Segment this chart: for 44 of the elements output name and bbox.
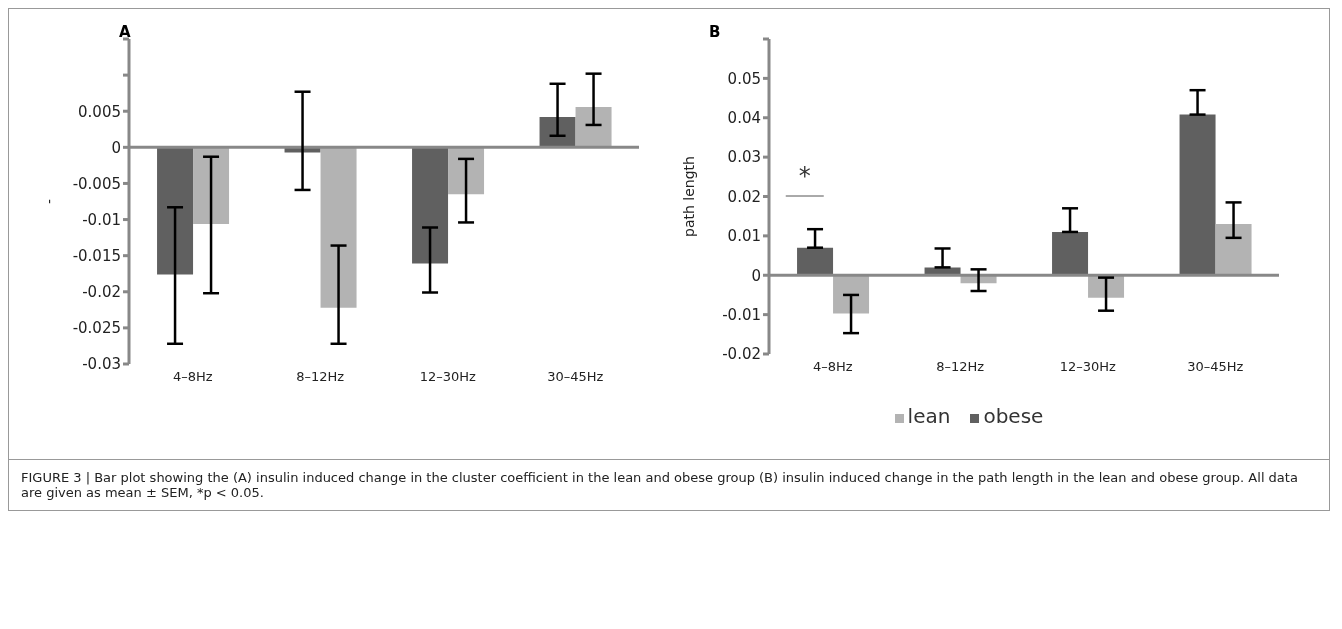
y-tick-label: 0.03: [727, 148, 761, 167]
y-tick-label: 0.01: [727, 227, 761, 246]
bar: [1052, 231, 1089, 276]
y-tick-label: -0.005: [72, 174, 121, 193]
x-tick-label: 30–45Hz: [1187, 359, 1244, 375]
chart-title: B: [709, 23, 721, 41]
bar: [797, 247, 834, 276]
y-tick-label: 0.02: [727, 187, 761, 206]
bar: [1179, 114, 1216, 276]
y-tick-label: -0.01: [82, 210, 121, 229]
y-tick-label: -0.02: [722, 345, 761, 364]
bar: [575, 106, 612, 148]
chart-title: A: [119, 23, 131, 41]
bar: [1215, 224, 1252, 276]
bar: [320, 147, 357, 308]
y-axis-title: path length: [680, 156, 697, 237]
annotation: *: [798, 162, 811, 190]
y-axis-title: -: [40, 198, 57, 205]
bar: [193, 147, 230, 224]
x-tick-label: 4–8Hz: [812, 359, 853, 375]
y-tick-label: -0.02: [82, 283, 121, 302]
x-tick-label: 8–12Hz: [936, 359, 985, 375]
bar: [448, 147, 485, 195]
legend-label: obese: [983, 404, 1044, 428]
y-tick-label: -0.015: [72, 246, 121, 265]
x-tick-label: 4–8Hz: [172, 369, 213, 385]
y-tick-label: 0.05: [727, 69, 761, 88]
y-tick-label: 0.005: [78, 102, 121, 121]
x-tick-label: 30–45Hz: [547, 369, 604, 385]
bar: [833, 275, 870, 314]
y-tick-label: -0.025: [72, 319, 121, 338]
y-tick-label: 0: [751, 266, 761, 285]
bar: [539, 117, 576, 148]
x-tick-label: 12–30Hz: [419, 369, 477, 385]
y-tick-label: 0.04: [727, 109, 761, 128]
y-tick-label: -0.03: [82, 355, 121, 374]
bar: [157, 147, 194, 275]
y-tick-label: 0: [111, 138, 121, 157]
caption: FIGURE 3 | Bar plot showing the (A) insulin induced change in the cluster coefficient in the lean and obese group (B) insulin induced change in the path length in the lean and obese group. All data are given as mean ± SEM, *p < 0.05.: [9, 459, 1329, 510]
x-tick-label: 8–12Hz: [296, 369, 345, 385]
y-tick-label: -0.01: [722, 305, 761, 324]
x-tick-label: 12–30Hz: [1059, 359, 1117, 375]
legend-label: lean: [907, 404, 951, 428]
bar: [412, 147, 449, 264]
